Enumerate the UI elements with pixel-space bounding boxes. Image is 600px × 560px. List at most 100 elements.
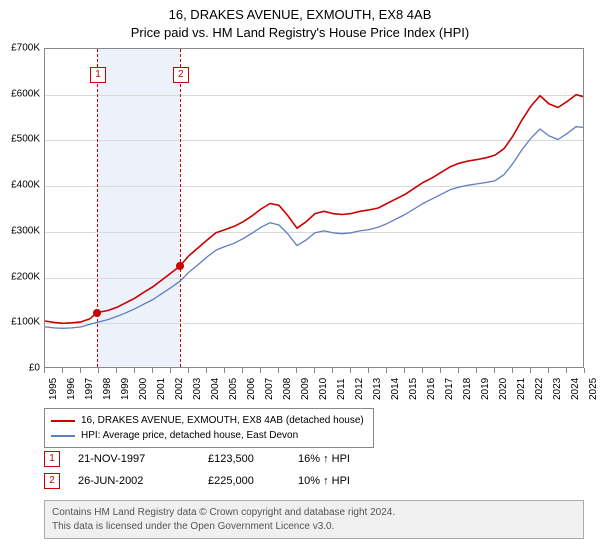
title-line-2: Price paid vs. HM Land Registry's House … (0, 24, 600, 42)
x-tick (116, 368, 117, 373)
x-tick (242, 368, 243, 373)
annotation-row: 2 26-JUN-2002£225,00010% ↑ HPI (44, 470, 378, 492)
annotation-date: 26-JUN-2002 (78, 475, 208, 487)
x-tick-label: 2003 (192, 378, 203, 400)
x-tick (224, 368, 225, 373)
x-tick-label: 2000 (138, 378, 149, 400)
x-tick-label: 2021 (516, 378, 527, 400)
x-tick-label: 1998 (102, 378, 113, 400)
x-tick (368, 368, 369, 373)
x-tick-label: 1995 (48, 378, 59, 400)
x-tick-label: 2016 (426, 378, 437, 400)
x-tick (548, 368, 549, 373)
y-tick-label: £600K (0, 88, 40, 99)
sale-marker-dot (176, 262, 184, 270)
legend-swatch (51, 420, 75, 422)
x-tick-label: 1996 (66, 378, 77, 400)
x-tick (332, 368, 333, 373)
footnote: Contains HM Land Registry data © Crown c… (44, 500, 584, 539)
x-tick (494, 368, 495, 373)
annotation-date: 21-NOV-1997 (78, 453, 208, 465)
annotation-row: 1 21-NOV-1997£123,50016% ↑ HPI (44, 448, 378, 470)
x-tick-label: 2020 (498, 378, 509, 400)
legend-label: HPI: Average price, detached house, East… (81, 428, 298, 443)
series-line (45, 95, 584, 324)
x-tick (314, 368, 315, 373)
y-tick-label: £0 (0, 363, 40, 374)
chart-container: 16, DRAKES AVENUE, EXMOUTH, EX8 4AB Pric… (0, 0, 600, 560)
annotation-pct: 16% ↑ HPI (298, 453, 378, 465)
x-tick-label: 2022 (534, 378, 545, 400)
annotation-price: £225,000 (208, 475, 298, 487)
x-tick-label: 2018 (462, 378, 473, 400)
footnote-line-2: This data is licensed under the Open Gov… (52, 520, 576, 534)
x-tick-label: 2024 (570, 378, 581, 400)
x-tick (296, 368, 297, 373)
y-tick-label: £500K (0, 134, 40, 145)
legend-item: HPI: Average price, detached house, East… (51, 428, 367, 443)
series-line (45, 127, 584, 329)
x-tick-label: 2006 (246, 378, 257, 400)
annotation-price: £123,500 (208, 453, 298, 465)
x-tick-label: 2015 (408, 378, 419, 400)
sale-marker-label: 2 (173, 67, 189, 83)
x-tick-label: 2010 (318, 378, 329, 400)
footnote-line-1: Contains HM Land Registry data © Crown c… (52, 506, 576, 520)
x-tick (62, 368, 63, 373)
x-tick (350, 368, 351, 373)
x-tick (404, 368, 405, 373)
annotation-table: 1 21-NOV-1997£123,50016% ↑ HPI 2 26-JUN-200… (44, 448, 378, 492)
x-tick-label: 2014 (390, 378, 401, 400)
chart-title: 16, DRAKES AVENUE, EXMOUTH, EX8 4AB Pric… (0, 0, 600, 41)
x-tick-label: 1997 (84, 378, 95, 400)
annotation-index: 2 (44, 473, 60, 489)
title-line-1: 16, DRAKES AVENUE, EXMOUTH, EX8 4AB (0, 6, 600, 24)
x-tick-label: 2012 (354, 378, 365, 400)
sale-marker-dot (93, 309, 101, 317)
y-tick-label: £400K (0, 180, 40, 191)
legend-item: 16, DRAKES AVENUE, EXMOUTH, EX8 4AB (det… (51, 413, 367, 428)
legend-swatch (51, 435, 75, 437)
x-tick (188, 368, 189, 373)
legend: 16, DRAKES AVENUE, EXMOUTH, EX8 4AB (det… (44, 408, 374, 448)
x-tick-label: 2019 (480, 378, 491, 400)
x-tick-label: 2001 (156, 378, 167, 400)
x-tick (566, 368, 567, 373)
x-tick-label: 2025 (588, 378, 599, 400)
x-tick (260, 368, 261, 373)
x-tick (386, 368, 387, 373)
x-tick-label: 2007 (264, 378, 275, 400)
x-tick (98, 368, 99, 373)
x-tick-label: 2023 (552, 378, 563, 400)
plot-area: 12 (44, 48, 584, 368)
x-tick-label: 2004 (210, 378, 221, 400)
x-tick (476, 368, 477, 373)
x-tick (44, 368, 45, 373)
annotation-pct: 10% ↑ HPI (298, 475, 378, 487)
y-tick-label: £200K (0, 271, 40, 282)
x-tick (80, 368, 81, 373)
x-tick-label: 2013 (372, 378, 383, 400)
x-tick (422, 368, 423, 373)
x-tick-label: 2008 (282, 378, 293, 400)
y-tick-label: £700K (0, 43, 40, 54)
x-tick (458, 368, 459, 373)
x-tick-label: 2002 (174, 378, 185, 400)
series-svg (45, 49, 584, 368)
x-tick (134, 368, 135, 373)
x-tick (278, 368, 279, 373)
x-tick-label: 2017 (444, 378, 455, 400)
x-tick-label: 2005 (228, 378, 239, 400)
x-tick (512, 368, 513, 373)
x-tick (530, 368, 531, 373)
y-tick-label: £300K (0, 225, 40, 236)
sale-marker-label: 1 (90, 67, 106, 83)
y-tick-label: £100K (0, 317, 40, 328)
x-tick (206, 368, 207, 373)
annotation-index: 1 (44, 451, 60, 467)
x-tick-label: 1999 (120, 378, 131, 400)
legend-label: 16, DRAKES AVENUE, EXMOUTH, EX8 4AB (det… (81, 413, 364, 428)
x-tick (440, 368, 441, 373)
x-tick (170, 368, 171, 373)
x-tick (152, 368, 153, 373)
